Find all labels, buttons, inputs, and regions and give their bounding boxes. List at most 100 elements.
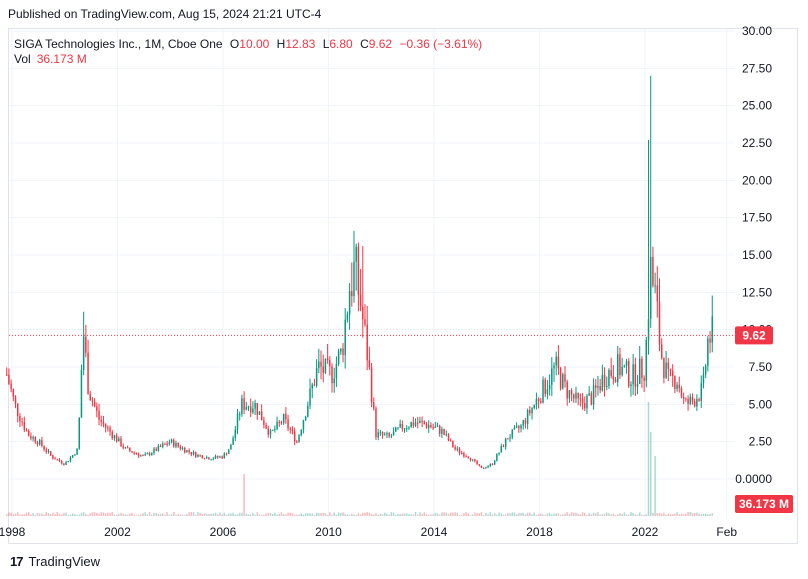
candle-body [469, 458, 472, 461]
volume-bar [280, 512, 283, 516]
volume-bar [612, 513, 615, 516]
chart-frame[interactable] [8, 28, 798, 544]
candle-body [263, 420, 265, 425]
chart-grid [9, 29, 735, 520]
candle-body [425, 424, 428, 428]
volume-bar [493, 513, 496, 516]
candle-body [65, 462, 67, 465]
candle-body [621, 366, 623, 376]
volume-bar [260, 514, 263, 516]
volume-value: 36.173 M [36, 52, 87, 66]
volume-bar [458, 514, 461, 516]
candle-body [619, 354, 621, 376]
candle-body [142, 455, 144, 457]
candle-body [443, 428, 445, 435]
candle-body [238, 414, 241, 416]
candle-body [693, 401, 696, 407]
candle-body [663, 357, 665, 378]
volume-bar [225, 514, 228, 516]
candle-body [353, 261, 355, 297]
candle-body [87, 352, 89, 394]
candle-body [355, 246, 357, 262]
volume-bar [449, 512, 452, 516]
volume-bar [21, 514, 23, 516]
volume-bar [175, 514, 177, 516]
volume-bar [702, 513, 705, 516]
volume-bar [252, 512, 254, 516]
volume-bar [357, 513, 360, 516]
volume-badge-text: 36.173 M [739, 497, 789, 511]
candle-body [181, 448, 184, 450]
candle-body [140, 455, 142, 457]
candle-body [702, 374, 705, 384]
volume-bar [606, 512, 608, 516]
candle-body [80, 370, 83, 418]
volume-bar [342, 512, 344, 516]
candle-body [641, 358, 643, 379]
y-tick-label: 30.00 [742, 24, 772, 38]
candle-body [491, 464, 494, 466]
candle-body [155, 448, 157, 451]
volume-bar [526, 512, 529, 516]
volume-bar [157, 513, 160, 516]
candle-body [93, 401, 96, 407]
tradingview-brand[interactable]: 17 TradingView [10, 554, 100, 569]
volume-bar [122, 513, 124, 516]
candle-body [500, 446, 503, 453]
candle-body [188, 450, 190, 453]
candle-body [351, 291, 353, 297]
volume-bar [630, 512, 632, 516]
volume-bar [243, 474, 245, 516]
volume-bar [632, 512, 634, 516]
volume-bar [80, 512, 83, 516]
candle-body [689, 396, 692, 404]
volume-bar [274, 512, 276, 516]
candle-body [25, 429, 28, 431]
volume-bar [287, 512, 289, 516]
volume-bar [247, 514, 250, 516]
candle-body [485, 467, 487, 469]
candle-body [610, 370, 612, 377]
candle-body [592, 385, 595, 405]
volume-bar [388, 514, 390, 516]
volume-bar [654, 456, 656, 516]
candle-body [535, 398, 538, 405]
candle-body [126, 447, 129, 449]
candle-body [421, 420, 423, 422]
volume-bar [71, 513, 74, 516]
volume-bar [293, 514, 296, 516]
volume-bar [390, 512, 393, 516]
candle-body [588, 393, 590, 396]
candle-body [687, 398, 689, 404]
volume-bar [597, 512, 599, 516]
candle-body [162, 443, 164, 447]
volume-bar [511, 512, 513, 516]
candle-body [555, 356, 557, 366]
candle-body [89, 393, 91, 401]
candle-body [10, 384, 12, 390]
candle-body [19, 416, 21, 422]
candle-body [157, 445, 160, 451]
volume-bar [201, 514, 204, 516]
candle-body [375, 408, 377, 438]
candle-body [696, 399, 698, 407]
volume-bar [586, 514, 588, 516]
volume-bar [8, 512, 10, 516]
candle-body [280, 422, 283, 424]
volume-bar [74, 514, 76, 516]
volume-bar [177, 514, 179, 516]
candle-body [111, 431, 113, 439]
volume-bar [581, 512, 584, 516]
candle-body [704, 365, 707, 375]
volume-bar [698, 513, 700, 516]
volume-bar [41, 513, 43, 516]
candle-body [234, 429, 237, 438]
volume-bar [522, 512, 524, 516]
volume-bar [188, 512, 190, 516]
candles [5, 75, 714, 469]
candle-body [698, 399, 700, 401]
candle-body [98, 410, 100, 420]
volume-bar [482, 514, 485, 516]
volume-bar [652, 512, 654, 516]
